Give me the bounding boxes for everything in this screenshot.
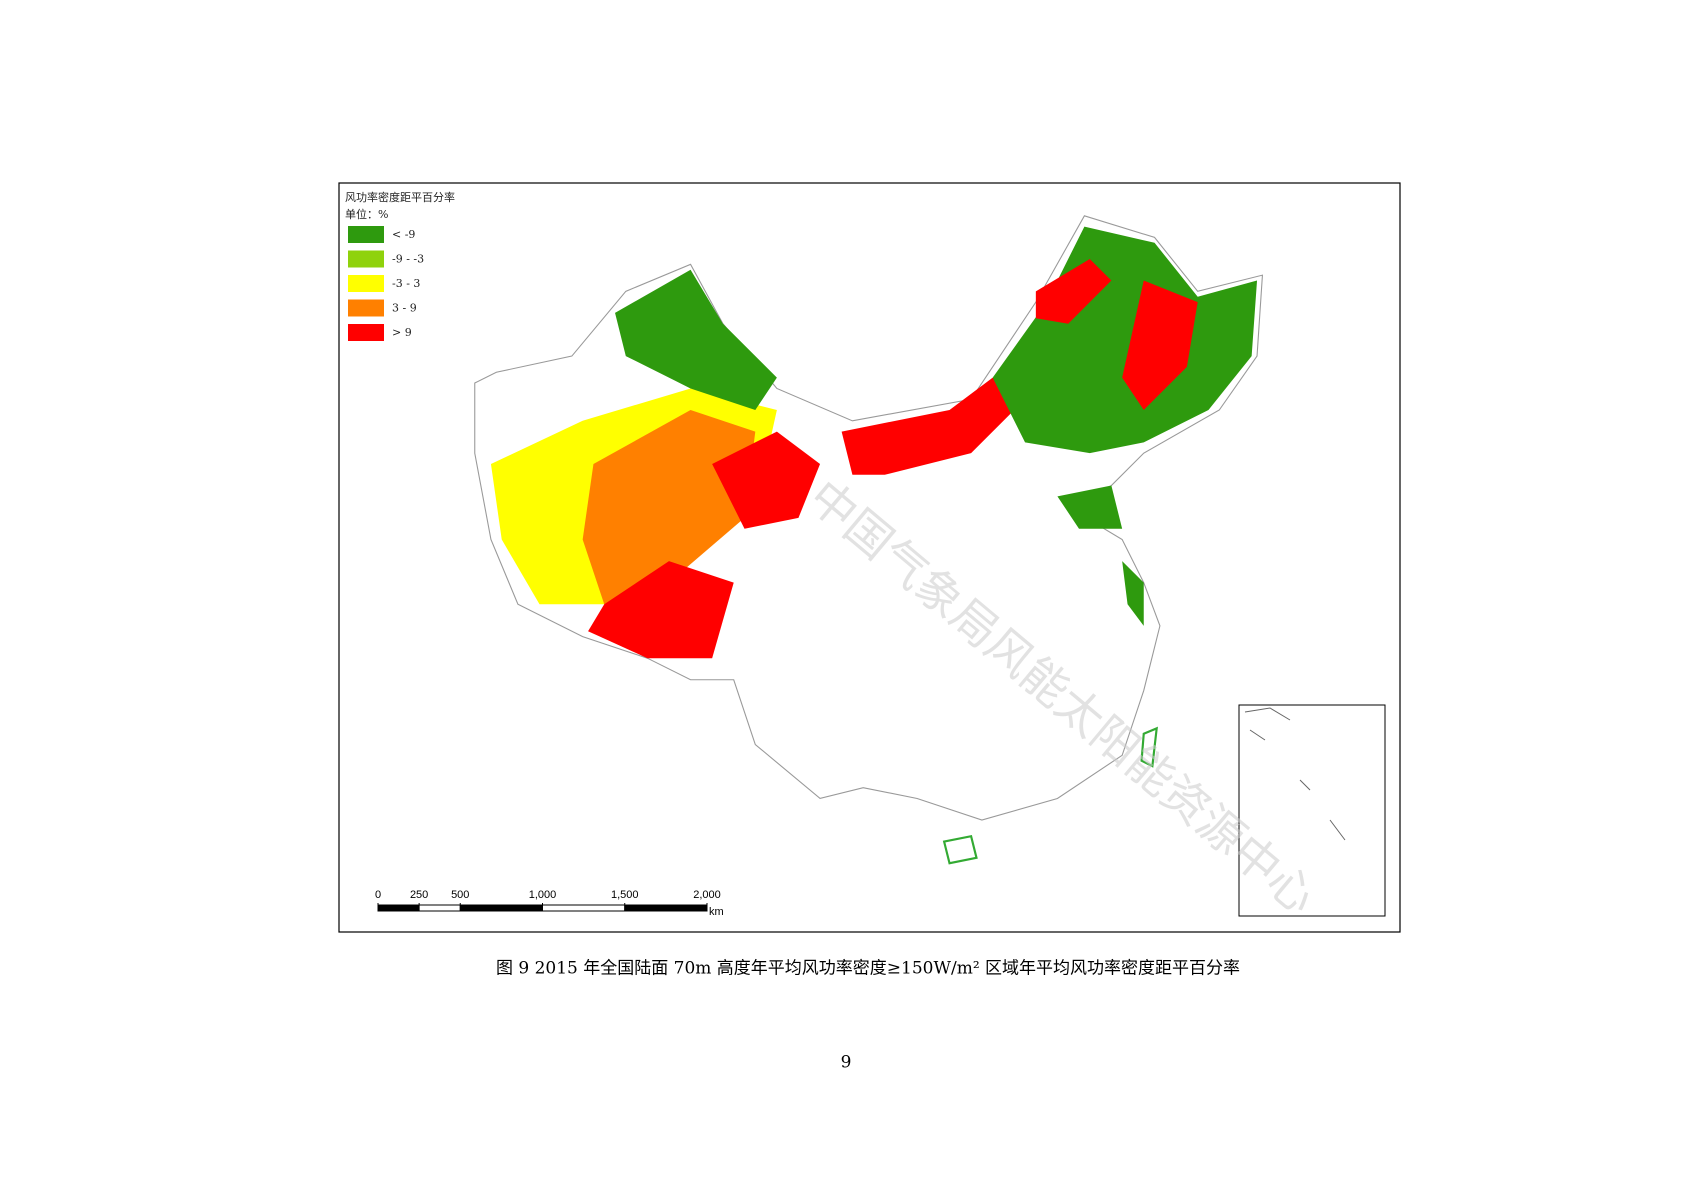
scale-segment bbox=[459, 904, 543, 912]
legend-label: 3 - 9 bbox=[392, 302, 417, 315]
caption: 图 9 2015 年全国陆面 70m 高度年平均风功率密度≥150W/m² 区域… bbox=[496, 959, 1240, 979]
legend-label: < -9 bbox=[392, 228, 415, 241]
page-number: 9 bbox=[841, 1053, 852, 1073]
scale-segment bbox=[418, 904, 461, 912]
scale-label: 500 bbox=[451, 889, 469, 901]
legend-title: 风功率密度距平百分率 bbox=[345, 190, 455, 204]
region-red-northeast bbox=[1035, 258, 1198, 411]
region-red-west bbox=[588, 561, 734, 659]
legend-swatch bbox=[348, 226, 384, 243]
region-green-east bbox=[1057, 485, 1144, 626]
scale-label: 1,000 bbox=[529, 889, 557, 901]
legend-unit: 单位：% bbox=[345, 207, 388, 221]
region-orange bbox=[582, 410, 756, 605]
legend-label: -9 - -3 bbox=[392, 253, 424, 266]
scale-label: 0 bbox=[375, 889, 381, 901]
legend-swatch bbox=[348, 250, 384, 268]
hainan bbox=[942, 834, 978, 865]
scale-label: 1,500 bbox=[611, 889, 639, 901]
china-map bbox=[474, 215, 1264, 865]
legend-swatch bbox=[348, 299, 384, 317]
inset-frame bbox=[1238, 704, 1386, 917]
scale-segment bbox=[377, 904, 420, 912]
scale-label: 250 bbox=[410, 889, 428, 901]
legend-label: > 9 bbox=[392, 326, 412, 339]
legend-swatch bbox=[348, 324, 384, 341]
inset-islands bbox=[1244, 707, 1346, 841]
scale-bar: 0 250 500 1,000 1,500 2,000 km bbox=[375, 889, 724, 918]
legend-swatch bbox=[348, 275, 384, 292]
scale-segment bbox=[624, 904, 708, 912]
taiwan bbox=[1140, 726, 1158, 768]
legend: < -9 -9 - -3 -3 - 3 3 - 9 > 9 bbox=[348, 226, 424, 341]
region-red-mid bbox=[712, 431, 821, 529]
region-green-north bbox=[615, 269, 777, 411]
scale-unit: km bbox=[709, 906, 724, 918]
legend-label: -3 - 3 bbox=[392, 277, 420, 290]
scale-segment bbox=[542, 904, 626, 912]
scale-label: 2,000 bbox=[693, 889, 721, 901]
region-red-inner-mongolia bbox=[841, 377, 1036, 475]
